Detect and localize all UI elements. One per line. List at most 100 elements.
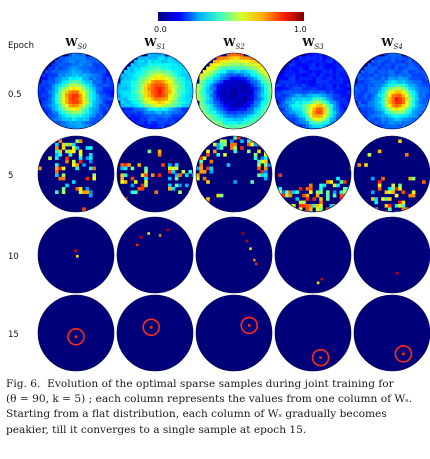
heatmap-pixel — [391, 53, 395, 57]
heatmap-pixel — [151, 124, 155, 128]
heatmap-pixel — [230, 70, 234, 74]
heatmap-cell — [196, 136, 272, 212]
heatmap-pixel — [95, 107, 100, 111]
heatmap-pixel — [405, 104, 409, 108]
heatmap-pixel — [102, 80, 107, 84]
heatmap-pixel — [298, 114, 303, 118]
heatmap-pixel — [305, 110, 310, 115]
heatmap-pixel — [302, 107, 306, 111]
heatmap-pixel — [120, 83, 124, 88]
heatmap-pixel — [292, 66, 296, 71]
heatmap-pixel — [51, 83, 56, 88]
heatmap-pixel — [48, 83, 52, 88]
heatmap-pixel — [336, 90, 340, 94]
heatmap-pixel — [151, 73, 155, 77]
heatmap-background — [38, 295, 114, 371]
heatmap-pixel — [285, 70, 289, 74]
heatmap-pixel — [326, 97, 330, 101]
heatmap-pixel — [171, 70, 175, 74]
heatmap-pixel — [41, 107, 45, 111]
heatmap-pixel — [178, 97, 182, 101]
heatmap-pixel — [188, 87, 192, 91]
heatmap-pixel — [185, 107, 189, 111]
heatmap-pixel — [95, 97, 100, 101]
heatmap-pixel — [401, 97, 406, 101]
heatmap-pixel — [411, 80, 416, 84]
heatmap-pixel — [134, 110, 138, 115]
heatmap-pixel — [226, 73, 231, 77]
heatmap-pixel — [157, 121, 162, 125]
heatmap-pixel — [247, 83, 251, 88]
heatmap-pixel — [230, 90, 234, 94]
heatmap-pixel — [137, 107, 141, 111]
heatmap-pixel — [339, 107, 344, 111]
heatmap-pixel — [394, 80, 399, 84]
heatmap-pixel — [117, 93, 121, 98]
heatmap-pixel — [89, 100, 93, 105]
heatmap-pixel — [78, 100, 83, 105]
heatmap-pixel — [161, 117, 165, 122]
heatmap-pixel — [140, 173, 145, 177]
heatmap-pixel — [89, 97, 93, 101]
heatmap-pixel — [151, 97, 155, 101]
heatmap-pixel — [339, 110, 344, 115]
heatmap-pixel — [415, 104, 419, 108]
heatmap-pixel — [164, 63, 169, 67]
heatmap-pixel — [302, 87, 306, 91]
heatmap-pixel — [354, 97, 358, 101]
heatmap-pixel — [374, 93, 378, 98]
heatmap-pixel — [206, 66, 210, 71]
heatmap-pixel — [391, 90, 395, 94]
heatmap-pixel — [292, 121, 296, 125]
heatmap-cell — [38, 217, 114, 293]
heatmap-pixel — [72, 127, 76, 129]
heatmap-pixel — [343, 70, 347, 74]
heatmap-border — [274, 135, 352, 213]
heatmap-pixel — [102, 97, 107, 101]
heatmap-pixel — [264, 163, 268, 167]
heatmap-pixel — [223, 107, 227, 111]
heatmap-cell — [117, 295, 193, 371]
heatmap-pixel — [233, 136, 237, 140]
heatmap-pixel — [89, 59, 93, 64]
heatmap-pixel — [58, 110, 62, 115]
heatmap-pixel — [130, 107, 135, 111]
heatmap-pixel — [326, 121, 330, 125]
heatmap-pixel — [233, 127, 237, 129]
heatmap-pixel — [233, 90, 237, 94]
row-label-epoch-0-5: 0.5 — [8, 90, 22, 100]
heatmap-pixel — [168, 170, 172, 174]
heatmap-pixel — [168, 163, 172, 167]
heatmap-pixel — [68, 93, 73, 98]
heatmap-pixel — [144, 83, 148, 88]
heatmap-pixel — [388, 63, 392, 67]
heatmap-pixel — [58, 83, 62, 88]
heatmap-pixel — [405, 100, 409, 105]
heatmap-pixel — [174, 70, 179, 74]
heatmap-pixel — [418, 93, 423, 98]
heatmap-pixel — [339, 180, 344, 184]
heatmap-pixel — [281, 104, 286, 108]
heatmap-pixel — [130, 110, 135, 115]
highlight-ring — [394, 345, 413, 363]
heatmap-pixel — [140, 183, 145, 188]
heatmap-pixel — [41, 90, 45, 94]
heatmap-pixel — [257, 76, 261, 81]
heatmap-pixel — [154, 104, 158, 108]
heatmap-pixel — [243, 104, 248, 108]
heatmap-pixel — [144, 121, 148, 125]
heatmap-pixel — [367, 83, 372, 88]
heatmap-pixel — [144, 73, 148, 77]
heatmap-pixel — [295, 117, 299, 122]
heatmap-pixel — [219, 124, 224, 128]
heatmap-pixel — [298, 87, 303, 91]
heatmap-pixel — [408, 83, 412, 88]
heatmap-pixel — [398, 73, 402, 77]
heatmap-pixel — [233, 114, 237, 118]
heatmap-pixel — [78, 97, 83, 101]
heatmap-pixel — [157, 63, 162, 67]
highlight-ring — [67, 327, 85, 346]
heatmap-border — [274, 294, 352, 372]
heatmap-pixel — [185, 173, 189, 177]
heatmap-pixel — [292, 117, 296, 122]
